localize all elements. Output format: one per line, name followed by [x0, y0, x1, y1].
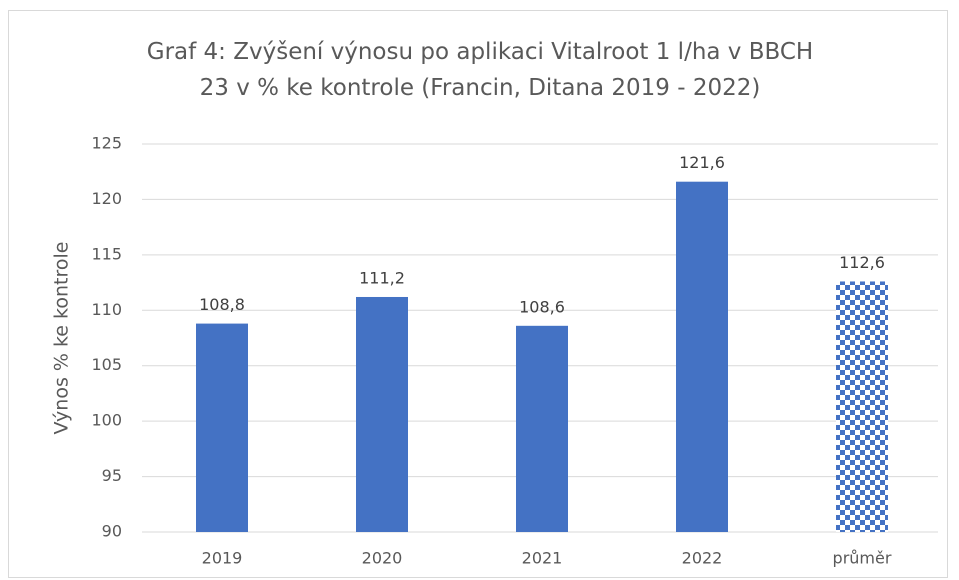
bar — [196, 323, 248, 532]
x-tick-label: 2019 — [202, 549, 243, 568]
x-tick-label: 2020 — [362, 549, 403, 568]
bar — [516, 325, 568, 532]
y-tick-label: 120 — [91, 189, 122, 208]
bar — [676, 181, 728, 533]
x-tick-label: 2021 — [522, 549, 563, 568]
bar — [836, 281, 888, 532]
y-tick-label: 125 — [91, 134, 122, 153]
y-axis-title: Výnos % ke kontrole — [51, 242, 73, 435]
y-tick-label: 90 — [102, 522, 122, 541]
chart-title: Graf 4: Zvýšení výnosu po aplikaci Vital… — [146, 39, 814, 101]
y-tick-label: 105 — [91, 355, 122, 374]
x-tick-label: 2022 — [682, 549, 723, 568]
chart-frame — [8, 10, 948, 578]
data-label: 111,2 — [359, 268, 405, 287]
data-label: 108,6 — [519, 297, 565, 316]
y-tick-label: 95 — [102, 466, 122, 485]
data-label: 112,6 — [839, 253, 885, 272]
y-tick-label: 110 — [91, 300, 122, 319]
x-tick-label: průměr — [833, 549, 892, 568]
y-tick-label: 115 — [91, 244, 122, 263]
bar — [356, 296, 408, 532]
y-tick-label: 100 — [91, 411, 122, 430]
data-label: 121,6 — [679, 153, 725, 172]
data-label: 108,8 — [199, 295, 245, 314]
